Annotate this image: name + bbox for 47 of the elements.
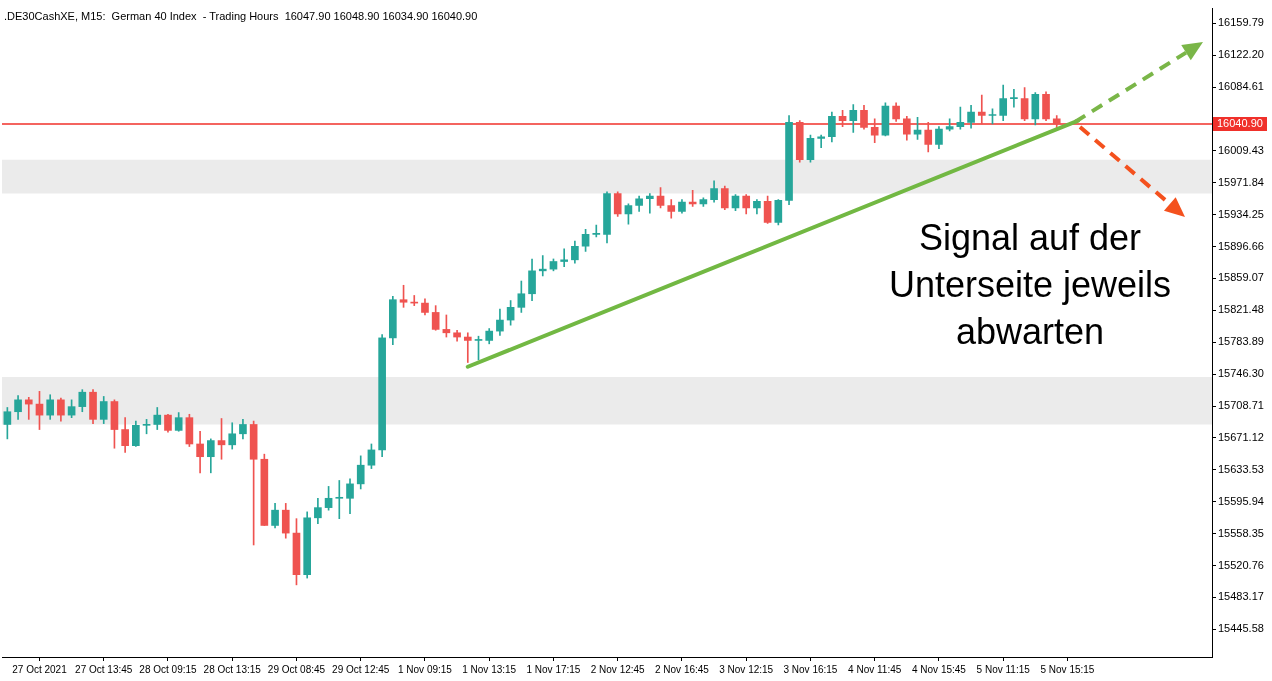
y-tick-label: 15821.48 bbox=[1218, 303, 1264, 316]
y-tick-label: 15633.53 bbox=[1218, 462, 1264, 475]
candlestick bbox=[817, 134, 825, 149]
y-tick-label: 16084.61 bbox=[1218, 80, 1264, 93]
y-tick-label: 15595.94 bbox=[1218, 494, 1264, 507]
chart-title: .DE30CashXE, M15: German 40 Index - Trading Hours 16047.90 16048.90 16034.90 16040.90 bbox=[4, 9, 478, 22]
y-tick-label: 15746.30 bbox=[1218, 367, 1264, 380]
candlestick bbox=[977, 94, 986, 125]
x-tick-label: 29 Oct 12:45 bbox=[332, 663, 390, 675]
y-tick-label: 15896.66 bbox=[1218, 239, 1264, 252]
y-tick-label: 16159.79 bbox=[1218, 16, 1264, 29]
y-tick-label: 15783.89 bbox=[1218, 335, 1264, 348]
y-tick-label: 15708.71 bbox=[1218, 399, 1264, 412]
y-tick-label: 15971.84 bbox=[1218, 175, 1264, 188]
y-tick-label: 15671.12 bbox=[1218, 430, 1264, 443]
x-tick-label: 1 Nov 09:15 bbox=[398, 663, 453, 675]
y-tick-label: 15859.07 bbox=[1218, 271, 1264, 284]
y-tick-label: 16122.20 bbox=[1218, 48, 1264, 61]
candlestick bbox=[335, 480, 344, 519]
x-tick-label: 29 Oct 08:45 bbox=[267, 663, 326, 675]
x-tick-label: 27 Oct 2021 bbox=[12, 663, 68, 675]
x-tick-label: 27 Oct 13:45 bbox=[75, 663, 133, 675]
x-tick-label: 28 Oct 09:15 bbox=[139, 663, 198, 675]
candlestick bbox=[560, 248, 568, 267]
candlestick bbox=[646, 193, 654, 214]
x-tick-label: 1 Nov 17:15 bbox=[526, 663, 581, 675]
y-tick-label: 15558.35 bbox=[1218, 526, 1264, 539]
x-tick-label: 3 Nov 16:15 bbox=[783, 663, 838, 675]
x-tick-label: 2 Nov 16:45 bbox=[654, 663, 710, 675]
y-tick-label: 15934.25 bbox=[1218, 207, 1264, 220]
y-tick-label: 15445.58 bbox=[1218, 622, 1264, 635]
candlestick bbox=[1010, 88, 1018, 108]
x-tick-label: 2 Nov 12:45 bbox=[590, 663, 646, 675]
x-tick-label: 3 Nov 12:15 bbox=[719, 663, 774, 675]
x-tick-label: 4 Nov 11:45 bbox=[848, 663, 902, 675]
x-tick-label: 5 Nov 11:15 bbox=[976, 663, 1031, 675]
y-tick-label: 15520.76 bbox=[1218, 558, 1264, 571]
x-tick-label: 28 Oct 13:15 bbox=[203, 663, 262, 675]
candlestick bbox=[592, 224, 601, 238]
x-tick-label: 5 Nov 15:15 bbox=[1040, 663, 1095, 675]
candlestick bbox=[463, 332, 472, 363]
annotation: Signal auf der Unterseite jeweils abwarten bbox=[887, 216, 1173, 354]
x-tick-label: 1 Nov 13:15 bbox=[462, 663, 517, 675]
ref-line-label: 16040.90 bbox=[1217, 117, 1263, 130]
x-tick-label: 4 Nov 15:45 bbox=[911, 663, 967, 675]
y-tick-label: 16009.43 bbox=[1218, 143, 1264, 156]
y-tick-label: 15483.17 bbox=[1218, 590, 1264, 603]
